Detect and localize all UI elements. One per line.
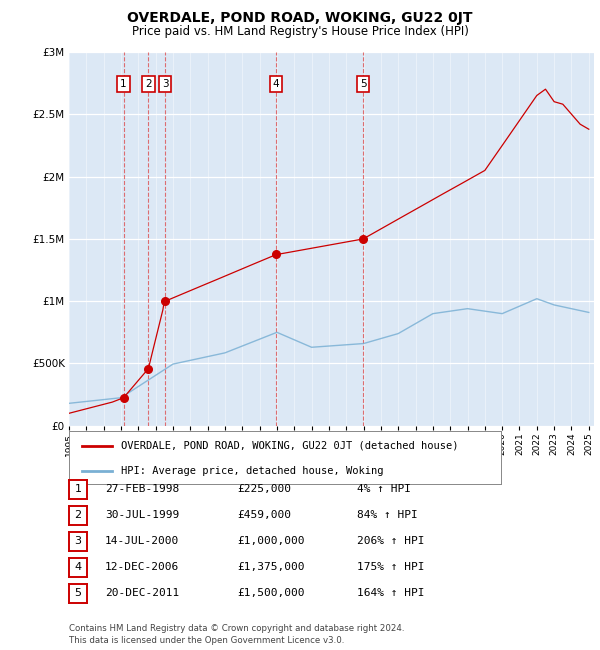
Text: 2: 2 [145, 79, 152, 89]
Text: 20-DEC-2011: 20-DEC-2011 [105, 588, 179, 599]
Text: HPI: Average price, detached house, Woking: HPI: Average price, detached house, Woki… [121, 466, 383, 476]
Text: 1: 1 [74, 484, 82, 495]
Text: 206% ↑ HPI: 206% ↑ HPI [357, 536, 425, 547]
Text: £225,000: £225,000 [237, 484, 291, 495]
Text: £1,500,000: £1,500,000 [237, 588, 305, 599]
Text: Contains HM Land Registry data © Crown copyright and database right 2024.: Contains HM Land Registry data © Crown c… [69, 624, 404, 633]
Text: Price paid vs. HM Land Registry's House Price Index (HPI): Price paid vs. HM Land Registry's House … [131, 25, 469, 38]
Text: £459,000: £459,000 [237, 510, 291, 521]
Text: 30-JUL-1999: 30-JUL-1999 [105, 510, 179, 521]
Text: 4: 4 [273, 79, 280, 89]
Text: 164% ↑ HPI: 164% ↑ HPI [357, 588, 425, 599]
Text: 175% ↑ HPI: 175% ↑ HPI [357, 562, 425, 573]
Text: This data is licensed under the Open Government Licence v3.0.: This data is licensed under the Open Gov… [69, 636, 344, 645]
Text: 12-DEC-2006: 12-DEC-2006 [105, 562, 179, 573]
Text: 84% ↑ HPI: 84% ↑ HPI [357, 510, 418, 521]
Text: £1,375,000: £1,375,000 [237, 562, 305, 573]
Text: 1: 1 [120, 79, 127, 89]
Text: 3: 3 [161, 79, 169, 89]
Text: 4: 4 [74, 562, 82, 573]
Text: OVERDALE, POND ROAD, WOKING, GU22 0JT: OVERDALE, POND ROAD, WOKING, GU22 0JT [127, 11, 473, 25]
Text: 4% ↑ HPI: 4% ↑ HPI [357, 484, 411, 495]
Text: 5: 5 [360, 79, 367, 89]
Text: 3: 3 [74, 536, 82, 547]
Text: 27-FEB-1998: 27-FEB-1998 [105, 484, 179, 495]
Text: £1,000,000: £1,000,000 [237, 536, 305, 547]
Text: 5: 5 [74, 588, 82, 599]
Text: 14-JUL-2000: 14-JUL-2000 [105, 536, 179, 547]
Text: 2: 2 [74, 510, 82, 521]
Text: OVERDALE, POND ROAD, WOKING, GU22 0JT (detached house): OVERDALE, POND ROAD, WOKING, GU22 0JT (d… [121, 441, 458, 451]
